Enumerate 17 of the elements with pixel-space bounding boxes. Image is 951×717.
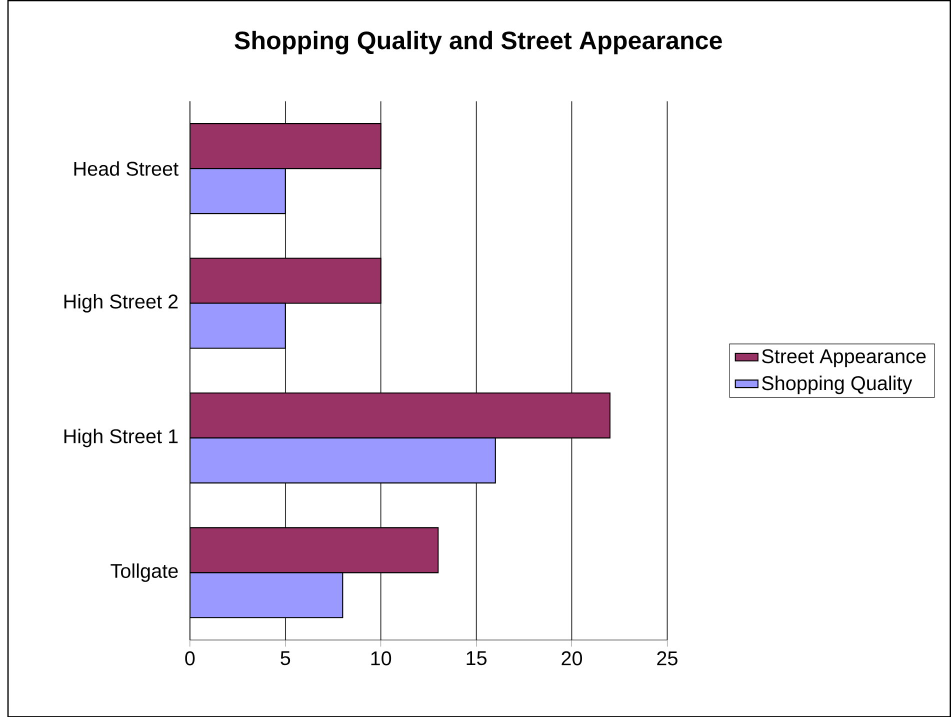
x-tick-label: 5 xyxy=(280,651,290,665)
x-tick-label: 25 xyxy=(657,651,678,666)
legend-label: Shopping Quality xyxy=(762,375,912,394)
bar xyxy=(190,258,382,304)
y-tick-label: High Street 1 xyxy=(64,428,178,447)
x-tick-label: 0 xyxy=(185,651,195,666)
x-tick-label: 15 xyxy=(466,651,487,665)
legend-label: Street Appearance xyxy=(762,349,926,367)
chart-title: Shopping Quality and Street Appearance xyxy=(234,30,722,54)
x-tick-label: 20 xyxy=(562,651,582,666)
bar xyxy=(190,392,610,438)
bar xyxy=(190,122,382,169)
y-tick-label: High Street 2 xyxy=(64,294,178,312)
x-tick-label: 10 xyxy=(371,651,392,666)
bar xyxy=(190,526,439,573)
y-tick-label: Head Street xyxy=(74,161,178,176)
y-tick-label: Tollgate xyxy=(110,563,178,582)
